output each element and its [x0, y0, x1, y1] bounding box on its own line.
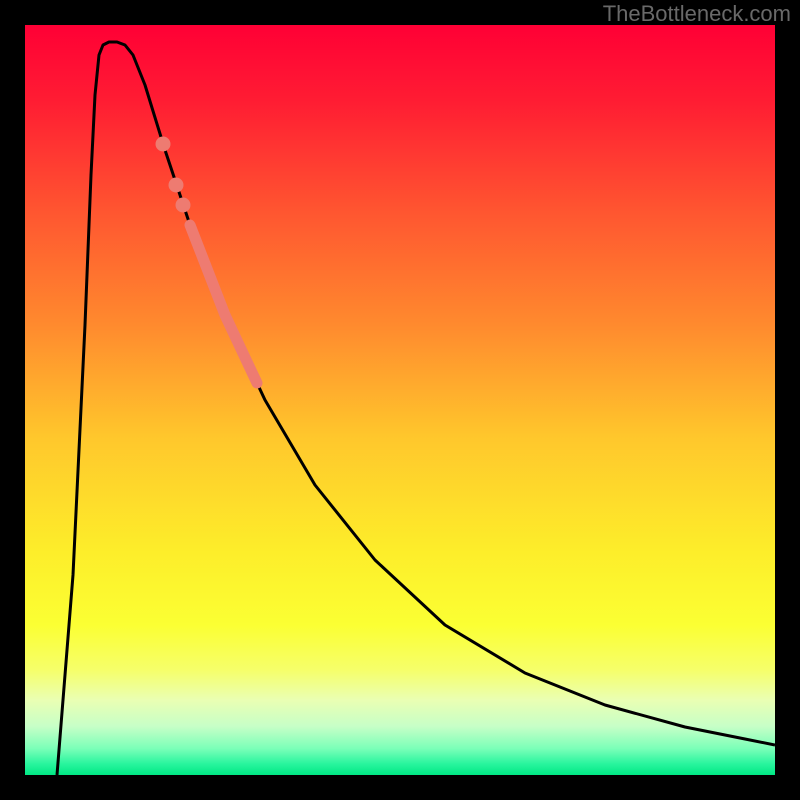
highlight-dot: [156, 137, 171, 152]
highlight-band: [190, 225, 257, 383]
highlight-dot: [176, 198, 191, 213]
watermark-text: TheBottleneck.com: [603, 1, 791, 27]
highlight-dot: [169, 178, 184, 193]
plot-area: [25, 25, 775, 775]
bottleneck-curve: [57, 42, 775, 775]
chart-outer-frame: TheBottleneck.com: [0, 0, 800, 800]
bottleneck-curve-layer: [25, 25, 775, 775]
